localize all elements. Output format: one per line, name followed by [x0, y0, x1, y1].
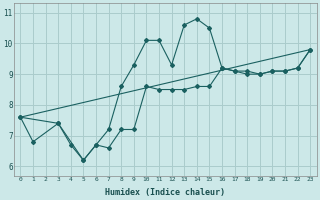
X-axis label: Humidex (Indice chaleur): Humidex (Indice chaleur): [105, 188, 225, 197]
